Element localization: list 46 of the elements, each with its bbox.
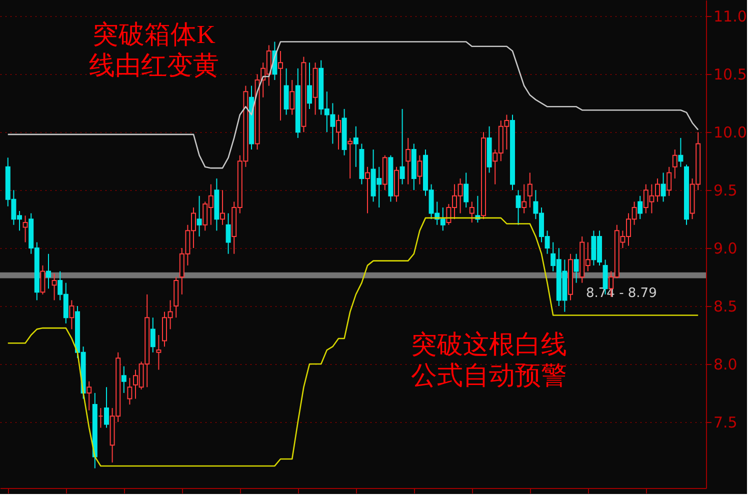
candlestick [22,215,28,243]
candlestick [574,253,579,284]
candlestick [69,300,74,330]
candlestick [417,154,422,185]
candlestick [307,62,312,110]
candlestick [400,108,405,185]
y-tick-label: 8.0 [714,355,738,374]
candlestick [660,172,666,202]
candlestick [226,212,231,254]
candlestick [150,317,156,353]
candlestick [348,137,353,180]
candlestick [220,190,225,226]
candlestick [406,137,411,185]
candlestick [290,79,295,116]
candlestick [46,253,51,290]
candlestick [121,366,126,394]
y-tick-label: 10.5 [714,66,747,84]
candlestick [678,137,684,168]
candlestick [86,380,92,411]
y-tick-label: 9.5 [714,182,738,200]
candlestick [516,190,521,226]
candlestick [127,377,132,406]
candlestick [336,114,341,150]
y-tick-label: 7.5 [714,413,738,432]
candlestick [527,172,532,208]
candlestick [464,172,469,208]
y-tick-label: 8.5 [714,298,738,316]
y-tick-label: 9.0 [714,240,738,258]
candlestick [284,68,289,116]
candlestick [638,195,643,220]
annotation: 突破这根白线公式自动预警 [411,330,567,390]
candlestick [672,149,678,180]
candlestick [156,334,162,370]
candlestick [196,195,202,237]
candlestick [666,166,672,196]
candlestick [278,50,283,122]
y-tick-label: 11.0 [714,8,747,26]
candlestick [522,184,527,214]
y-tick-label: 10.0 [714,124,747,142]
candlestick [104,386,109,428]
candlestick [353,126,358,168]
candlestick [469,201,474,224]
candlestick [52,273,57,301]
annotation: 突破箱体K线由红变黄 [89,20,219,80]
candlestick [40,264,46,295]
candlestick [365,166,370,214]
